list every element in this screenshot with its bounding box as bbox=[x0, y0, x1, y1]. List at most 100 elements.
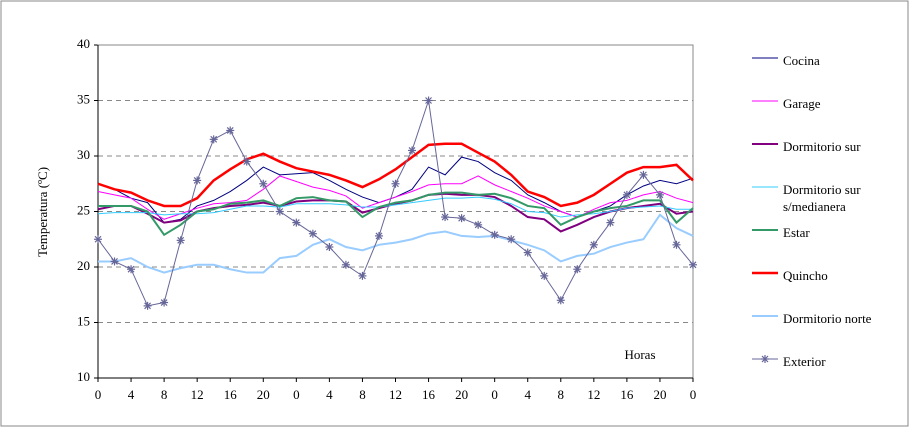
legend-item: Dormitorio sur bbox=[750, 134, 910, 177]
legend-swatch bbox=[752, 143, 778, 145]
legend-swatch bbox=[752, 271, 778, 275]
marker bbox=[374, 231, 383, 240]
x-tick-label: 8 bbox=[558, 387, 565, 402]
series-line bbox=[97, 175, 694, 220]
legend-label: Exterior bbox=[783, 354, 826, 369]
marker bbox=[110, 257, 119, 266]
marker bbox=[606, 218, 615, 227]
marker-stroke bbox=[623, 191, 631, 199]
legend-label: Dormitorio norte bbox=[783, 311, 872, 326]
annotation: Horas bbox=[624, 347, 655, 362]
x-tick-label: 0 bbox=[95, 387, 102, 402]
x-tick-label: 16 bbox=[620, 387, 634, 402]
marker-stroke bbox=[557, 296, 565, 304]
marker-stroke bbox=[325, 243, 333, 251]
x-tick-label: 20 bbox=[653, 387, 666, 402]
legend-swatch bbox=[752, 186, 778, 188]
y-tick-label: 25 bbox=[77, 202, 90, 217]
marker-stroke bbox=[639, 171, 647, 179]
marker-stroke bbox=[210, 135, 218, 143]
marker bbox=[358, 271, 367, 280]
legend-item: Dormitorio sur s/medianera bbox=[750, 177, 910, 220]
marker-stroke bbox=[689, 261, 697, 269]
legend-swatch bbox=[752, 100, 778, 102]
y-tick-label: 40 bbox=[77, 36, 90, 51]
marker bbox=[441, 213, 450, 222]
legend-label: Dormitorio sur bbox=[783, 139, 861, 154]
marker-stroke bbox=[458, 214, 466, 222]
legend: Cocina Garage Dormitorio sur Dormitorio sur… bbox=[750, 48, 910, 392]
marker bbox=[308, 229, 317, 238]
marker bbox=[457, 214, 466, 223]
marker bbox=[259, 179, 268, 188]
marker-stroke bbox=[193, 176, 201, 184]
marker bbox=[556, 296, 565, 305]
marker bbox=[507, 235, 516, 244]
y-tick-label: 35 bbox=[77, 91, 90, 106]
marker-stroke bbox=[491, 231, 499, 239]
y-tick-label: 30 bbox=[77, 147, 90, 162]
x-tick-label: 0 bbox=[293, 387, 300, 402]
marker bbox=[226, 126, 235, 135]
marker-stroke bbox=[375, 232, 383, 240]
marker-stroke bbox=[507, 235, 515, 243]
legend-item: Estar bbox=[750, 220, 910, 263]
marker bbox=[325, 243, 334, 252]
x-tick-label: 12 bbox=[587, 387, 600, 402]
series-line bbox=[98, 191, 694, 237]
marker bbox=[655, 190, 664, 199]
series-line bbox=[97, 196, 693, 218]
marker bbox=[193, 176, 202, 185]
x-tick-label: 4 bbox=[128, 387, 135, 402]
marker bbox=[127, 265, 136, 274]
marker-stroke bbox=[392, 180, 399, 188]
x-tick-label: 12 bbox=[191, 387, 204, 402]
marker-stroke bbox=[127, 265, 135, 273]
marker bbox=[408, 146, 417, 155]
legend-label: Quincho bbox=[783, 268, 828, 283]
marker bbox=[275, 207, 284, 216]
marker-stroke bbox=[573, 265, 581, 273]
marker bbox=[761, 355, 769, 363]
legend-item: Exterior bbox=[750, 349, 910, 392]
legend-swatch bbox=[752, 315, 778, 317]
x-tick-label: 4 bbox=[524, 387, 531, 402]
legend-label: Dormitorio sur s/medianera bbox=[783, 182, 861, 214]
x-tick-label: 20 bbox=[455, 387, 468, 402]
marker-stroke bbox=[111, 258, 118, 265]
y-tick-label: 15 bbox=[77, 313, 90, 328]
marker bbox=[242, 157, 251, 166]
legend-swatch bbox=[752, 57, 778, 59]
marker-stroke bbox=[606, 219, 614, 227]
legend-item: Cocina bbox=[750, 48, 910, 91]
x-tick-label: 0 bbox=[690, 387, 697, 402]
marker-stroke bbox=[226, 127, 234, 134]
marker-stroke bbox=[441, 213, 449, 221]
marker bbox=[209, 135, 218, 144]
marker bbox=[94, 235, 102, 244]
marker-stroke bbox=[342, 261, 350, 269]
marker bbox=[292, 218, 301, 227]
marker-stroke bbox=[276, 208, 284, 215]
marker bbox=[589, 240, 598, 249]
y-axis-label: Temperatura (ºC) bbox=[35, 167, 50, 257]
marker bbox=[573, 265, 582, 274]
marker bbox=[341, 260, 350, 269]
marker-stroke bbox=[144, 302, 152, 310]
marker-stroke bbox=[259, 180, 267, 188]
marker bbox=[622, 190, 631, 199]
legend-label: Cocina bbox=[783, 53, 820, 68]
marker bbox=[424, 96, 433, 105]
marker bbox=[176, 236, 185, 245]
legend-label: Estar bbox=[783, 225, 810, 240]
marker bbox=[160, 298, 169, 307]
marker bbox=[689, 260, 697, 269]
x-tick-label: 20 bbox=[257, 387, 270, 402]
legend-item: Quincho bbox=[750, 263, 910, 306]
x-tick-label: 0 bbox=[491, 387, 498, 402]
series-line bbox=[98, 213, 694, 274]
marker-stroke bbox=[160, 299, 168, 306]
marker-stroke bbox=[177, 236, 185, 244]
